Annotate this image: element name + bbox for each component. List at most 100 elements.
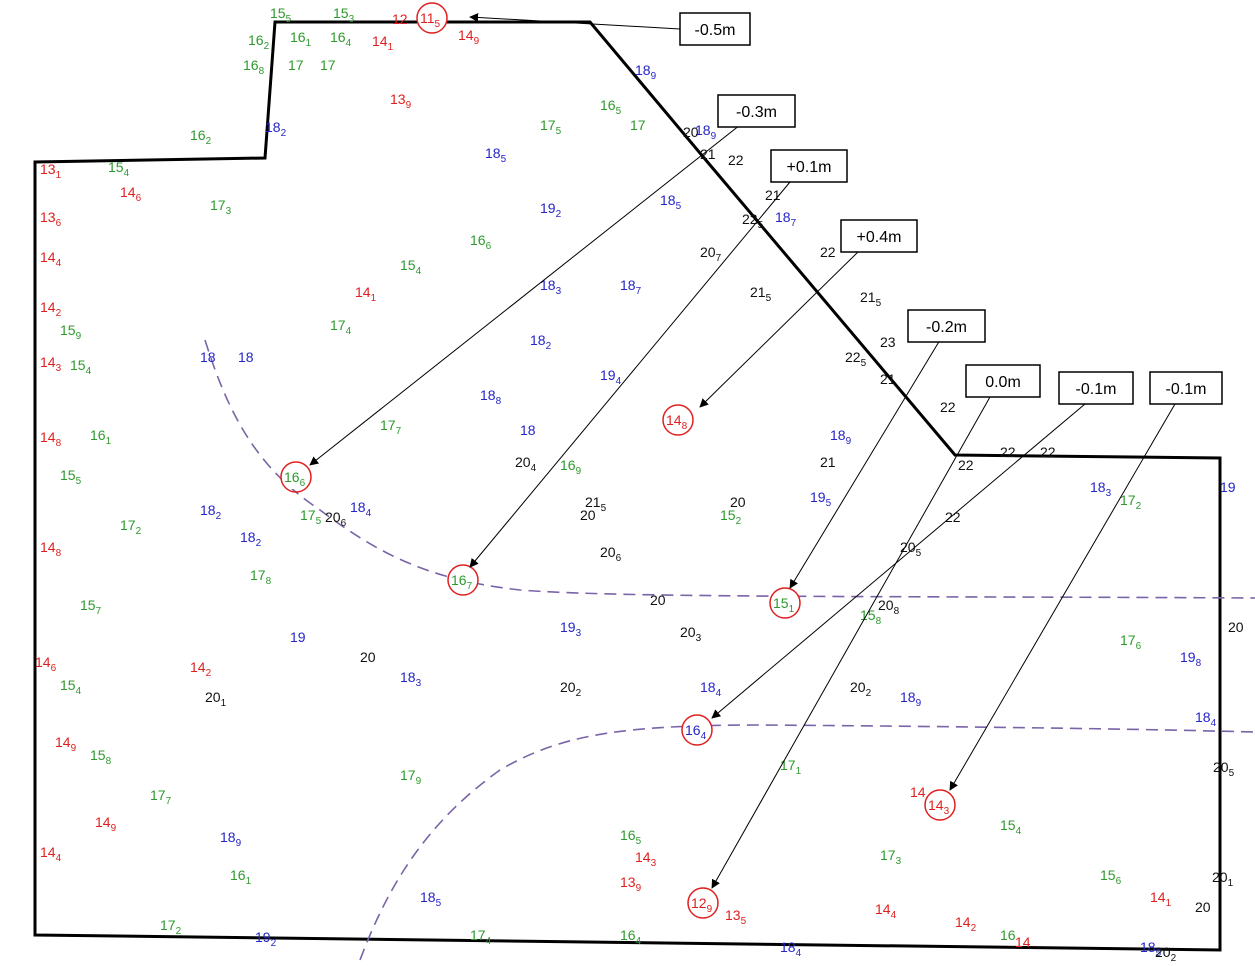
spot-height: 154 (70, 357, 92, 377)
spot-height: 154 (400, 257, 422, 277)
spot-height: 188 (480, 387, 502, 407)
spot-height-sub: 7 (166, 796, 172, 807)
spot-height-main: 18 (635, 62, 651, 78)
spot-height-main: 18 (1195, 709, 1211, 725)
spot-height-sub: 7 (716, 253, 722, 264)
spot-height-main: 16 (330, 29, 346, 45)
spot-height: 22 (820, 244, 836, 260)
spot-height-sub: 7 (396, 426, 402, 437)
spot-height: 149 (458, 27, 480, 47)
spot-height: 206 (600, 544, 622, 564)
spot-height-main: 19 (540, 200, 556, 216)
spot-height-sub: 2 (736, 516, 742, 527)
spot-height-main: 20 (650, 592, 666, 608)
spot-height-sub: 1 (789, 604, 795, 615)
spot-height-sub: 2 (256, 538, 262, 549)
spot-height: 185 (420, 889, 442, 909)
spot-height: 18 (520, 422, 536, 438)
spot-height: 176 (1120, 632, 1142, 652)
spot-height-main: 20 (515, 454, 531, 470)
spot-height-main: 15 (773, 595, 789, 611)
spot-height: 206 (325, 509, 347, 529)
spot-height-main: 16 (451, 572, 467, 588)
spot-height: 194 (600, 367, 622, 387)
spot-height-sub: 8 (56, 548, 62, 559)
spot-height-main: 16 (470, 232, 486, 248)
spot-height: 21 (820, 454, 836, 470)
spot-height-sub: 1 (1228, 878, 1234, 889)
spot-height: 205 (1213, 759, 1235, 779)
spot-height-sub: 9 (846, 436, 852, 447)
spot-height-main: 14 (372, 33, 388, 49)
spot-height-sub: 2 (546, 341, 552, 352)
spot-height-main: 17 (400, 767, 416, 783)
spot-height: 189 (830, 427, 852, 447)
spot-height: 22 (940, 399, 956, 415)
spot-height-main: 13 (40, 161, 56, 177)
spot-height-sub: 8 (106, 756, 112, 767)
spot-height-main: 17 (150, 787, 166, 803)
spot-height-sub: 5 (676, 201, 682, 212)
spot-height: 152 (720, 507, 742, 527)
spot-height-sub: 5 (861, 358, 867, 369)
spot-height-sub: 1 (221, 698, 227, 709)
spot-height: 19 (1220, 479, 1236, 495)
spot-height-sub: 3 (696, 633, 702, 644)
spot-height-sub: 4 (891, 910, 897, 921)
spot-height-sub: 4 (701, 731, 707, 742)
spot-height-main: 16 (560, 457, 576, 473)
spot-height-main: 14 (35, 654, 51, 670)
site-boundary (35, 22, 1220, 950)
spot-height: 187 (620, 277, 642, 297)
spot-height: 20 (580, 507, 596, 523)
spot-height-main: 14 (1015, 934, 1031, 950)
spot-height-sub: 4 (486, 936, 492, 947)
spot-height: 155 (60, 467, 82, 487)
spot-height-sub: 9 (76, 331, 82, 342)
spot-height: 148 (40, 539, 62, 559)
spot-height-main: 16 (620, 827, 636, 843)
spot-height-main: 14 (666, 412, 682, 428)
spot-height-main: 14 (40, 539, 56, 555)
spot-height: 184 (780, 939, 802, 959)
spot-height-main: 18 (200, 502, 216, 518)
spot-height: 161 (90, 427, 112, 447)
spot-height: 14 (1015, 934, 1031, 950)
spot-height-sub: 4 (346, 326, 352, 337)
spot-height-main: 20 (1195, 899, 1211, 915)
callout-label: -0.3m (736, 104, 777, 121)
spot-height-sub: 8 (56, 438, 62, 449)
spot-height-sub: 5 (76, 476, 82, 487)
spot-height-main: 20 (205, 689, 221, 705)
spot-height: 146 (120, 184, 142, 204)
spot-height-main: 11 (420, 10, 435, 26)
spot-height-main: 16 (248, 32, 264, 48)
spot-height-main: 17 (1120, 632, 1136, 648)
spot-height: 168 (243, 57, 265, 77)
spot-height: 19 (290, 629, 306, 645)
spot-height: 175 (300, 507, 322, 527)
spot-height: 20 (1228, 619, 1244, 635)
spot-height-main: 20 (1213, 759, 1229, 775)
spot-height-sub: 5 (501, 154, 507, 165)
spot-height-main: 14 (1150, 889, 1166, 905)
spot-height-sub: 5 (826, 498, 832, 509)
spot-height: 139 (620, 874, 642, 894)
spot-height: 20 (360, 649, 376, 665)
spot-height-main: 17 (470, 927, 486, 943)
spot-height-main: 20 (560, 679, 576, 695)
spot-height-main: 14 (875, 901, 891, 917)
spot-height-sub: 1 (106, 436, 112, 447)
spot-height: 179 (400, 767, 422, 787)
spot-height-main: 18 (220, 829, 236, 845)
spot-height-sub: 2 (971, 923, 977, 934)
dashed-line (360, 725, 1255, 960)
spot-height-main: 17 (300, 507, 316, 523)
spot-height-main: 15 (108, 159, 124, 175)
spot-height-main: 21 (750, 284, 766, 300)
spot-height-sub: 2 (206, 136, 212, 147)
spot-height-main: 14 (928, 797, 944, 813)
spot-height: 183 (400, 669, 422, 689)
spot-height: 154 (1000, 817, 1022, 837)
spot-height-sub: 3 (56, 363, 62, 374)
